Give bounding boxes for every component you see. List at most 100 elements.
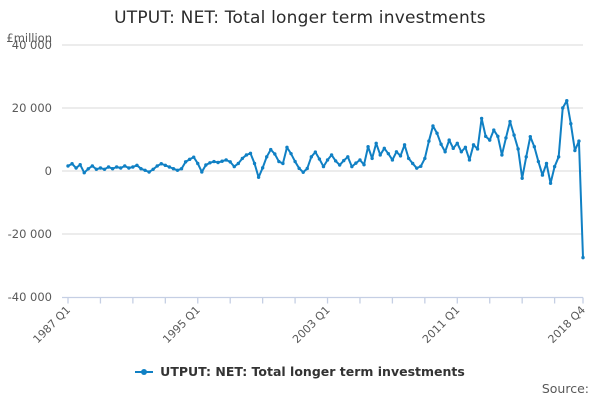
- x-tick-label: 1995 Q1: [160, 303, 203, 346]
- data-point: [374, 141, 378, 145]
- data-point: [127, 166, 131, 170]
- data-point: [386, 151, 391, 156]
- data-point: [508, 119, 512, 124]
- data-point: [192, 155, 196, 159]
- data-point: [305, 166, 309, 171]
- data-point: [159, 162, 163, 166]
- data-point: [431, 124, 435, 128]
- data-point: [337, 163, 342, 167]
- data-point: [394, 150, 399, 154]
- legend-dot-icon: [141, 368, 148, 375]
- data-point: [297, 166, 301, 171]
- data-point: [556, 155, 561, 159]
- data-point: [321, 164, 326, 169]
- data-point: [435, 131, 439, 135]
- legend-line-marker-icon: [135, 367, 154, 377]
- legend[interactable]: UTPUT: NET: Total longer term investment…: [0, 364, 600, 379]
- data-point: [471, 143, 476, 147]
- data-point: [228, 160, 232, 164]
- data-point: [94, 167, 99, 171]
- data-point: [232, 164, 236, 169]
- data-point: [309, 155, 314, 159]
- data-point: [110, 167, 115, 171]
- data-point: [512, 133, 516, 137]
- x-tick-label: 1987 Q1: [31, 303, 74, 346]
- data-point: [98, 166, 103, 170]
- data-point: [260, 166, 265, 170]
- data-point: [123, 164, 127, 168]
- data-point: [82, 171, 86, 175]
- data-point: [419, 164, 423, 168]
- data-point: [212, 159, 216, 164]
- data-point: [269, 147, 273, 152]
- data-point: [463, 145, 468, 150]
- data-point: [175, 168, 180, 173]
- data-point: [265, 155, 269, 159]
- y-axis-unit-label: £million: [6, 31, 52, 45]
- data-point: [370, 156, 374, 161]
- data-point: [183, 160, 188, 164]
- x-tick-label: 2003 Q1: [290, 303, 333, 346]
- data-point: [528, 134, 532, 139]
- data-point: [467, 158, 472, 162]
- data-point: [565, 99, 569, 103]
- data-point: [70, 162, 74, 166]
- data-point: [496, 134, 500, 139]
- data-point: [256, 175, 261, 179]
- data-point: [443, 150, 447, 154]
- x-tick-label: 2018 Q4: [546, 303, 589, 346]
- data-point: [439, 142, 443, 146]
- data-point: [492, 128, 496, 132]
- data-point: [532, 145, 537, 149]
- data-point: [354, 161, 358, 165]
- data-point: [86, 167, 90, 171]
- data-point: [427, 139, 431, 143]
- data-point: [410, 161, 415, 166]
- data-point: [277, 159, 281, 164]
- data-point: [329, 153, 334, 157]
- data-point: [342, 158, 346, 163]
- data-point: [390, 158, 395, 162]
- data-point: [483, 134, 488, 139]
- data-point: [301, 170, 305, 174]
- data-point: [74, 166, 78, 170]
- data-point: [252, 161, 257, 166]
- data-point: [289, 151, 293, 156]
- y-tick-label: -20 000: [8, 227, 52, 241]
- data-point: [333, 159, 338, 163]
- chart-title: UTPUT: NET: Total longer term investment…: [114, 8, 486, 28]
- y-tick-label: -40 000: [8, 290, 52, 304]
- source-label: Source:: [541, 381, 589, 396]
- data-point: [135, 163, 139, 168]
- data-point: [244, 153, 249, 157]
- data-point: [459, 150, 464, 154]
- data-point: [273, 152, 277, 156]
- x-tick-label: 2011 Q1: [420, 303, 463, 346]
- data-point: [362, 163, 366, 167]
- data-point: [516, 147, 520, 151]
- data-point: [581, 255, 585, 260]
- data-point: [378, 153, 382, 157]
- data-point: [358, 158, 362, 162]
- data-point: [455, 141, 459, 145]
- data-point: [406, 156, 411, 161]
- data-point: [366, 145, 370, 149]
- y-tick-label: 20 000: [12, 101, 52, 115]
- data-point: [196, 161, 200, 166]
- data-point: [573, 148, 577, 153]
- data-point: [114, 165, 119, 169]
- data-point: [536, 159, 541, 164]
- data-point: [281, 161, 285, 166]
- data-point: [208, 161, 212, 165]
- data-point: [220, 159, 224, 163]
- data-point: [577, 139, 581, 143]
- data-point: [504, 136, 508, 140]
- data-point: [423, 156, 427, 161]
- data-point: [382, 146, 386, 151]
- data-point: [119, 166, 123, 170]
- data-point: [240, 156, 245, 161]
- y-tick-label: 0: [45, 164, 52, 178]
- data-point: [102, 167, 107, 171]
- data-point: [540, 173, 545, 177]
